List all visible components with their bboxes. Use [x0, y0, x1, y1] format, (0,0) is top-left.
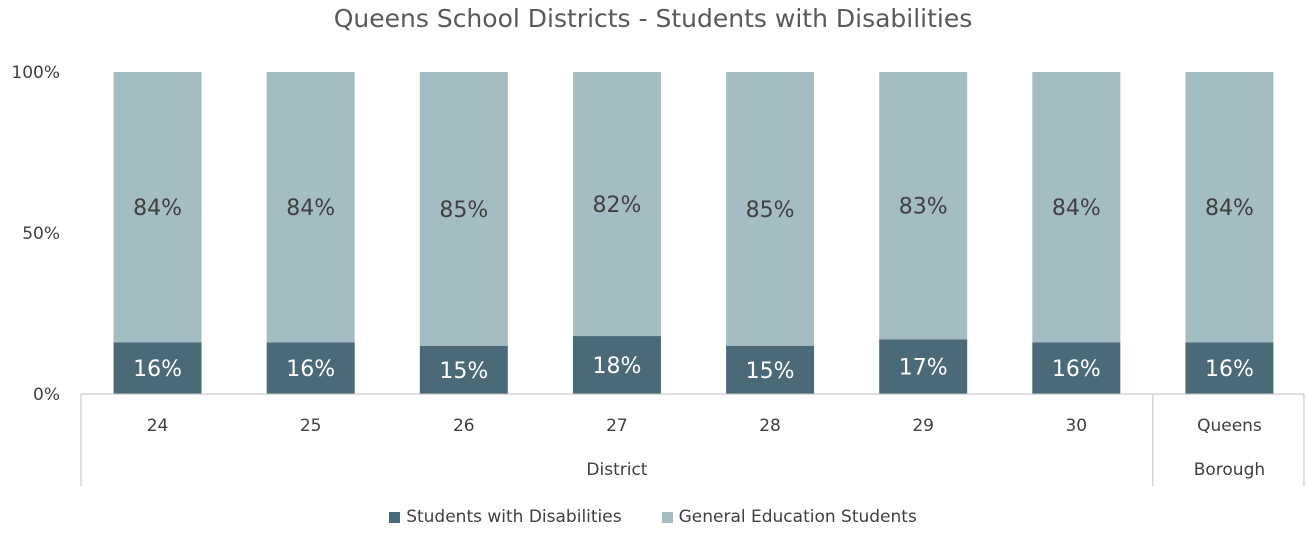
x-tick-label: 26	[453, 416, 475, 436]
x-tick-label: 25	[300, 416, 322, 436]
data-label-swd: 16%	[133, 357, 182, 382]
x-tick-label: 24	[147, 416, 169, 436]
legend-swatch-swd	[389, 511, 401, 523]
data-label-swd: 15%	[746, 359, 795, 384]
data-label-gen: 85%	[746, 198, 795, 223]
bar-segment-gen	[572, 72, 661, 337]
bar-segment-swd	[879, 339, 968, 394]
legend-swatch-gen	[661, 511, 673, 523]
bar-segment-gen	[266, 72, 355, 343]
x-tick-label: 29	[912, 416, 934, 436]
bar-segment-gen	[419, 72, 508, 346]
bar-segment-gen	[1185, 72, 1274, 343]
x-tick-label: Queens	[1197, 416, 1262, 436]
data-label-gen: 84%	[286, 196, 335, 221]
bar-segment-swd	[572, 336, 661, 394]
data-label-swd: 17%	[899, 356, 948, 381]
x-tick-label: 30	[1065, 416, 1087, 436]
data-label-swd: 16%	[1052, 357, 1101, 382]
bar-segment-swd	[1185, 342, 1274, 394]
x-group-label: District	[586, 460, 647, 480]
x-tick-label: Borough	[1194, 460, 1265, 480]
bar-segment-gen	[113, 72, 202, 343]
bar-segment-swd	[1032, 342, 1121, 394]
bar-segment-swd	[419, 345, 508, 394]
bar-segment-gen	[879, 72, 968, 340]
y-tick-label: 0%	[33, 385, 60, 405]
data-label-swd: 16%	[286, 357, 335, 382]
data-label-swd: 16%	[1205, 357, 1254, 382]
bar-segment-swd	[266, 342, 355, 394]
bar-segment-gen	[726, 72, 815, 346]
x-tick-label: 28	[759, 416, 781, 436]
x-tick-label: 27	[606, 416, 628, 436]
legend: Students with Disabilities General Educa…	[0, 507, 1306, 527]
bar-segment-swd	[113, 342, 202, 394]
chart-title: Queens School Districts - Students with …	[333, 4, 973, 33]
stacked-bar-chart: 0% 50% 100% 16% 84% 16% 84% 15% 85% 18% 82% 15% 85% 1…	[11, 63, 1305, 486]
legend-label-gen: General Education Students	[678, 507, 917, 527]
data-label-gen: 82%	[592, 193, 641, 218]
legend-label-swd: Students with Disabilities	[406, 507, 622, 527]
data-label-gen: 83%	[899, 195, 948, 220]
y-tick-label: 50%	[22, 224, 60, 244]
legend-item-gen: General Education Students	[661, 507, 917, 527]
bar-segment-swd	[726, 345, 815, 394]
data-label-gen: 84%	[1052, 196, 1101, 221]
data-label-gen: 84%	[133, 196, 182, 221]
data-label-swd: 15%	[439, 359, 488, 384]
y-tick-label: 100%	[11, 63, 60, 83]
legend-item-swd: Students with Disabilities	[389, 507, 622, 527]
data-label-gen: 85%	[439, 198, 488, 223]
data-label-swd: 18%	[592, 354, 641, 379]
bar-segment-gen	[1032, 72, 1121, 343]
data-label-gen: 84%	[1205, 196, 1254, 221]
